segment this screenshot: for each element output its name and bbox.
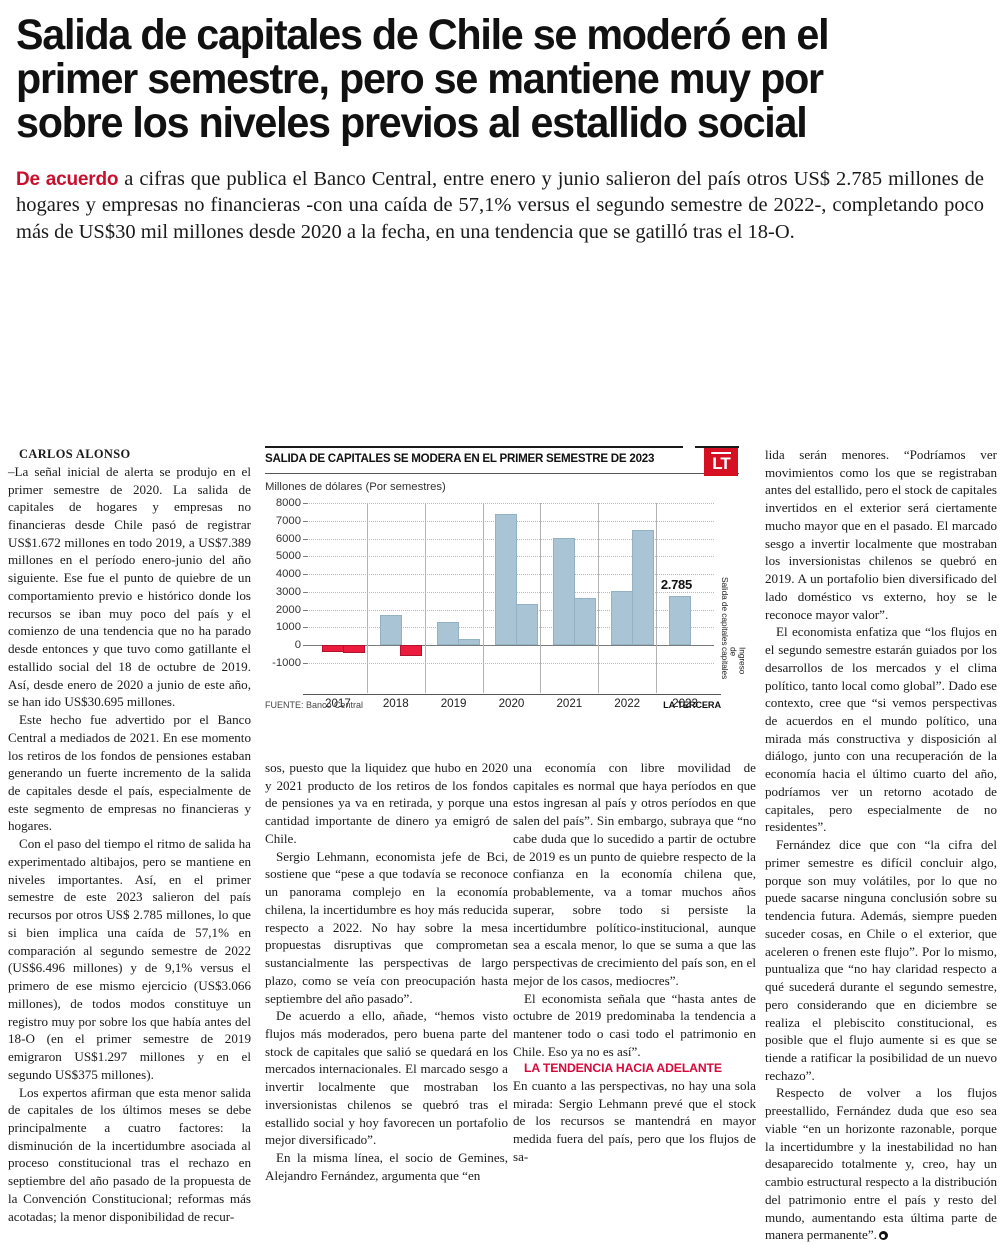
chart-subtitle: Millones de dólares (Por semestres)	[265, 481, 446, 493]
paragraph-text: Respecto de volver a los flujos preestal…	[765, 1085, 997, 1243]
chart-y-tick-label: 2000	[275, 603, 301, 616]
logo-text: LT	[711, 452, 731, 473]
chart-x-tick-label: 2023	[672, 697, 698, 710]
chart-bar	[516, 604, 539, 646]
paragraph: una economía con libre movilidad de capi…	[513, 760, 756, 988]
chart-bar	[668, 595, 691, 646]
article-column-3: una economía con libre movilidad de capi…	[513, 759, 756, 1166]
chart-y-tick	[303, 663, 308, 664]
chart-bar	[400, 645, 423, 656]
chart-gridline	[309, 663, 714, 664]
chart-title: SALIDA DE CAPITALES SE MODERA EN EL PRIM…	[265, 452, 655, 465]
chart-y-tick-label: -1000	[272, 657, 301, 669]
chart-data-label: 2.785	[660, 576, 692, 592]
chart-gridline	[309, 503, 714, 504]
lead-kicker: De acuerdo	[16, 168, 119, 190]
chart-bar	[495, 513, 518, 646]
paragraph: De acuerdo a ello, añade, “hemos visto f…	[265, 1008, 508, 1148]
chart-y-tick	[303, 645, 308, 647]
chart-y-tick	[303, 574, 308, 576]
paragraph: –La señal inicial de alerta se produjo e…	[8, 463, 251, 710]
chart-y-tick-label: 8000	[275, 497, 301, 509]
chart-top-rule-right	[695, 446, 739, 448]
paragraph: El economista enfatiza que “los flujos e…	[765, 624, 997, 835]
chart-group-separator	[366, 503, 368, 693]
chart-plot-area: 8000 7000 6000 5000 4000 3000 2000 1000 0 -1000 2.…	[272, 497, 747, 710]
chart-bar	[553, 537, 576, 646]
la-tercera-logo-icon: LT	[704, 448, 738, 476]
chart-container: SALIDA DE CAPITALES SE MODERA EN EL PRIM…	[265, 446, 757, 751]
paragraph: Sergio Lehmann, economista jefe de Bci, …	[265, 848, 508, 1006]
chart-y-tick-label: 5000	[275, 550, 301, 563]
headline-line-1: Salida de capitales de Chile se moderó e…	[16, 11, 830, 59]
paragraph: Respecto de volver a los flujos preestal…	[765, 1084, 997, 1244]
chart-group-separator	[656, 503, 658, 693]
chart-right-axis-label-positive: Salida de capitales	[719, 577, 730, 646]
paragraph: Este hecho fue advertido por el Banco Ce…	[8, 712, 251, 834]
chart-zero-line	[303, 645, 714, 647]
headline-line-3: sobre los niveles previos al estallido s…	[16, 98, 808, 147]
paragraph: lida serán menores. “Podríamos ver movim…	[765, 447, 997, 622]
article-column-1: CARLOS ALONSO –La señal inicial de alert…	[8, 446, 251, 1225]
chart-x-tick-label: 2022	[614, 697, 641, 710]
chart-x-tick-label: 2017	[325, 697, 351, 710]
chart-bar	[573, 598, 596, 646]
paragraph: En cuanto a las perspectivas, no hay una…	[513, 1078, 756, 1164]
chart-y-tick	[303, 609, 308, 611]
chart-bar	[379, 615, 402, 646]
paragraph: Con el paso del tiempo el ritmo de salid…	[8, 836, 251, 1082]
paragraph: Los expertos afirman que esta menor sali…	[8, 1084, 251, 1224]
chart-right-axis-label-negative: Ingreso de capitales	[719, 647, 748, 680]
chart-y-tick-label: 3000	[275, 585, 301, 598]
article-body: CARLOS ALONSO –La señal inicial de alert…	[0, 446, 1000, 1242]
chart-y-tick-label: 6000	[275, 532, 301, 545]
chart-group-separator	[482, 503, 484, 693]
chart-y-tick	[303, 520, 308, 522]
chart-y-tick-label: 0	[294, 639, 301, 652]
article-column-2: sos, puesto que la liquidez que hubo en …	[265, 759, 508, 1185]
newspaper-article-page: Salida de capitales de Chile se moderó e…	[0, 11, 1000, 1242]
page-title: Salida de capitales de Chile se moderó e…	[16, 11, 945, 147]
section-subheading: LA TENDENCIA HACIA ADELANTE	[524, 1061, 722, 1076]
headline-line-2: primer semestre, pero se mantiene muy po…	[16, 54, 824, 103]
chart-y-tick-label: 1000	[275, 621, 301, 634]
chart-bottom-rule	[303, 694, 721, 695]
chart-y-tick	[303, 503, 308, 504]
chart-y-tick	[303, 556, 308, 558]
chart-x-tick-label: 2018	[382, 697, 409, 710]
chart-source: FUENTE: Banco Central	[265, 700, 364, 710]
paragraph: sos, puesto que la liquidez que hubo en …	[265, 760, 508, 846]
chart-group-separator	[424, 503, 426, 693]
lead-paragraph: De acuerdo a cifras que publica el Banco…	[16, 166, 984, 246]
paragraph: En la misma línea, el socio de Gemines, …	[265, 1150, 508, 1183]
chart-x-tick-label: 2020	[498, 697, 525, 710]
chart-bar	[631, 529, 654, 646]
chart-y-tick	[303, 627, 308, 629]
chart-y-tick	[303, 538, 308, 540]
chart-mid-rule	[265, 473, 739, 474]
chart-bar	[437, 622, 460, 646]
chart-brand: LA TERCERA	[663, 700, 721, 710]
byline: CARLOS ALONSO	[19, 447, 131, 461]
chart-y-tick-label: 7000	[275, 514, 301, 527]
chart-group-separator	[540, 503, 542, 693]
chart-bar	[458, 638, 481, 646]
chart-x-tick-label: 2021	[556, 697, 583, 710]
chart-y-tick-label: 4000	[275, 568, 301, 581]
chart-top-rule	[265, 446, 683, 448]
end-mark-icon	[878, 1231, 888, 1241]
chart-x-tick-label: 2019	[440, 697, 467, 710]
paragraph: Fernández dice que con “la cifra del pri…	[765, 837, 997, 1083]
chart-y-tick	[303, 591, 308, 593]
chart-bar	[342, 645, 365, 654]
article-column-4: lida serán menores. “Podríamos ver movim…	[765, 446, 997, 1244]
chart-group-separator	[598, 503, 600, 693]
paragraph: El economista señala que “hasta antes de…	[513, 990, 756, 1059]
lead-body: a cifras que publica el Banco Central, e…	[16, 167, 984, 243]
